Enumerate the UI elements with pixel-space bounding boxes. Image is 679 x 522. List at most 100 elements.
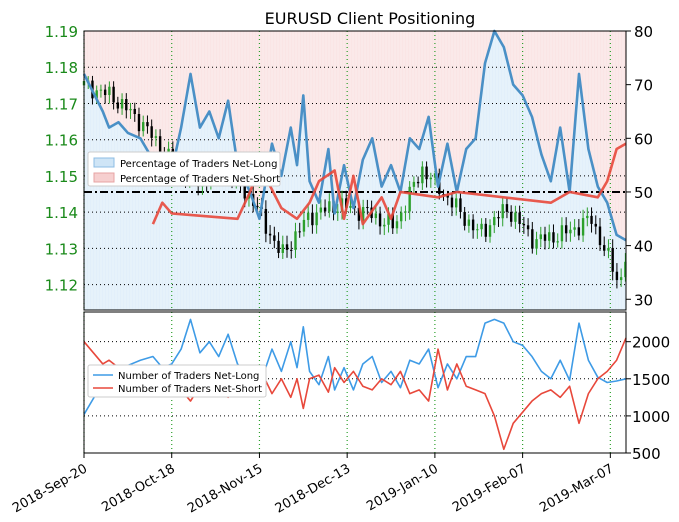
candle-body (95, 90, 98, 99)
candle-body (319, 207, 323, 213)
candle-body (116, 102, 120, 109)
candle-body (137, 114, 141, 132)
candle-body (526, 225, 530, 230)
candle-body (302, 219, 306, 232)
candle-body (514, 212, 517, 222)
candle-body (480, 223, 483, 230)
candle-body (459, 198, 462, 212)
candle-body (577, 227, 581, 236)
candle-body (120, 99, 124, 109)
candle-body (315, 212, 318, 226)
bottom-legend-label: Number of Traders Net-Long (118, 371, 259, 382)
candle-body (298, 231, 301, 233)
pct-tick-label: 60 (634, 130, 653, 148)
top-panel-frame (83, 30, 627, 311)
net-long-count-line (83, 318, 627, 415)
candle-body (611, 247, 614, 272)
bottom-legend-box (87, 364, 267, 398)
x-tick-label: 2018-Sep-20 (10, 461, 90, 516)
candle-body (522, 223, 526, 226)
candle-body (243, 184, 246, 199)
candle-body (539, 234, 542, 240)
candle-body (357, 207, 361, 221)
candle-body (607, 247, 610, 251)
count-tick-label: 1500 (632, 371, 670, 389)
candle-body (484, 223, 488, 237)
candle-body (543, 234, 547, 241)
candle-body (564, 225, 568, 234)
price-tick-label: 1.19 (45, 23, 78, 41)
candle-body (446, 195, 449, 198)
candle-body (290, 249, 293, 251)
candle-body (108, 86, 111, 96)
candle-body (378, 213, 382, 227)
pct-tick-label: 70 (634, 77, 653, 95)
chart-title: EURUSD Client Positioning (265, 9, 476, 28)
candle-body (281, 244, 284, 253)
net-long-pct-line (82, 29, 627, 242)
candle-body (391, 213, 394, 229)
top-legend-box (87, 151, 281, 187)
price-tick-label: 1.16 (45, 132, 78, 150)
candle-body (493, 216, 496, 226)
top-legend-swatch (93, 172, 115, 183)
price-tick-label: 1.14 (45, 204, 78, 222)
x-tick-label: 2019-Feb-07 (450, 461, 529, 515)
candle-body (273, 235, 276, 241)
candle-body (158, 136, 162, 155)
price-tick-label: 1.13 (45, 240, 78, 258)
candle-body (505, 204, 509, 212)
count-tick-label: 500 (632, 445, 661, 463)
top-panel (82, 29, 627, 311)
candle-body (387, 213, 390, 225)
candle-body (433, 173, 437, 178)
candle-body (590, 215, 593, 224)
candle-body (133, 108, 136, 115)
price-tick-label: 1.15 (45, 168, 78, 186)
candle-body (488, 225, 492, 237)
candle-body (429, 177, 433, 180)
candle-body (256, 205, 259, 207)
x-tick-label: 2018-Dec-13 (273, 461, 353, 516)
candle-body (311, 212, 314, 226)
candle-body (323, 207, 327, 212)
candle-body (501, 204, 504, 219)
candle-body (264, 208, 268, 234)
candle-body (463, 211, 466, 226)
bottom-panel-frame (83, 311, 627, 454)
candle-body (450, 197, 454, 208)
candle-body (454, 198, 458, 208)
top-legend-swatch (93, 157, 115, 168)
candle-body (125, 99, 128, 111)
candle-body (408, 186, 411, 212)
candle-body (615, 271, 619, 281)
x-tick-label: 2018-Nov-15 (185, 461, 265, 516)
candle-body (112, 86, 115, 103)
candle-body (586, 215, 589, 219)
candle-body (476, 229, 479, 231)
candle-body (569, 229, 572, 234)
candle-body (497, 216, 500, 219)
candle-body (349, 205, 352, 208)
candle-body (467, 219, 471, 226)
x-tick-label: 2019-Mar-07 (537, 461, 616, 515)
candle-body (404, 211, 407, 213)
candle-body (619, 277, 623, 281)
bottom-legend-label: Number of Traders Net-Short (118, 384, 262, 395)
top-legend-label: Percentage of Traders Net-Short (120, 174, 280, 185)
candle-body (268, 233, 272, 236)
candle-body (624, 261, 627, 278)
count-tick-label: 1000 (632, 408, 670, 426)
candle-body (285, 244, 289, 250)
price-tick-label: 1.18 (45, 59, 78, 77)
candle-body (361, 207, 365, 221)
candle-body (603, 245, 606, 251)
candle-body (552, 232, 555, 243)
candle-body (395, 221, 399, 229)
bottom-legend: Number of Traders Net-Long Number of Trad… (87, 364, 267, 398)
candle-body (99, 89, 103, 91)
net-short-area (84, 31, 626, 241)
candle-body (573, 227, 576, 230)
candle-body (531, 229, 534, 249)
